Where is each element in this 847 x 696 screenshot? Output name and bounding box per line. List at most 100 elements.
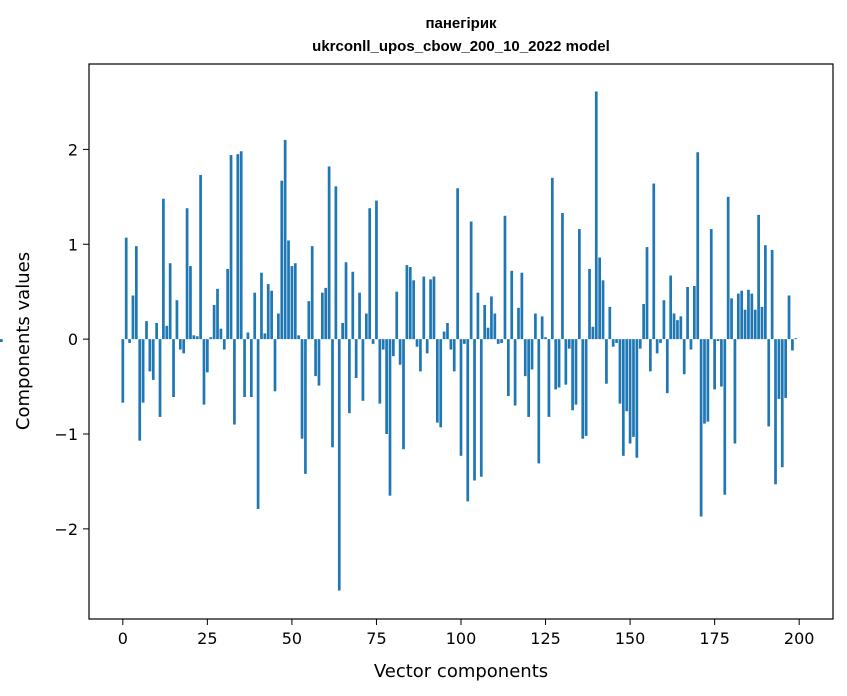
bar bbox=[649, 339, 652, 372]
bar bbox=[435, 339, 439, 423]
bar bbox=[479, 339, 483, 477]
bar bbox=[736, 293, 740, 340]
bar bbox=[175, 300, 179, 340]
bar bbox=[561, 212, 564, 340]
bar bbox=[611, 339, 615, 347]
bar bbox=[463, 339, 466, 344]
bar bbox=[794, 338, 798, 340]
bar bbox=[229, 155, 233, 340]
bar bbox=[696, 152, 700, 340]
bar bbox=[185, 208, 189, 340]
bar bbox=[320, 292, 324, 340]
bar bbox=[459, 339, 463, 456]
bar bbox=[564, 339, 568, 385]
bar bbox=[767, 339, 771, 427]
bar bbox=[155, 323, 158, 340]
bar bbox=[165, 325, 169, 340]
bar bbox=[642, 304, 645, 340]
bar bbox=[645, 247, 649, 340]
bar bbox=[134, 246, 138, 340]
x-axis-ticks: 0 25 50 75 100 125 150 175 200 bbox=[118, 619, 814, 648]
bar bbox=[703, 339, 706, 424]
chart-subtitle: ukrconll_upos_cbow_200_10_2022 model bbox=[312, 38, 610, 55]
bar bbox=[709, 229, 713, 340]
bar bbox=[256, 339, 260, 509]
bar bbox=[584, 339, 588, 436]
bar bbox=[520, 272, 524, 340]
y-tick-label: 0 bbox=[68, 330, 78, 349]
bar bbox=[659, 339, 662, 343]
bar bbox=[689, 339, 693, 350]
bar bbox=[476, 292, 480, 340]
bar bbox=[679, 316, 683, 340]
bar bbox=[266, 284, 270, 340]
bar bbox=[449, 339, 453, 350]
bar bbox=[770, 249, 774, 340]
bar bbox=[145, 321, 148, 340]
bar bbox=[392, 339, 395, 357]
bar bbox=[314, 339, 317, 377]
bar bbox=[297, 335, 301, 340]
bar bbox=[395, 291, 399, 340]
bar bbox=[594, 91, 598, 340]
bar bbox=[713, 339, 716, 390]
bar bbox=[415, 339, 419, 347]
bar bbox=[764, 245, 767, 340]
bar bbox=[158, 339, 162, 417]
bar bbox=[750, 293, 754, 340]
bar bbox=[402, 339, 405, 450]
bar bbox=[368, 208, 372, 340]
bar bbox=[128, 339, 131, 343]
bar bbox=[442, 331, 446, 340]
bar bbox=[195, 336, 199, 340]
bar bbox=[747, 289, 750, 340]
bar bbox=[371, 339, 375, 344]
bar bbox=[419, 339, 422, 372]
bar bbox=[787, 295, 791, 340]
bar bbox=[182, 339, 186, 354]
y-tick-label: 1 bbox=[68, 235, 78, 254]
bar bbox=[638, 339, 642, 349]
bar bbox=[456, 188, 459, 340]
bar bbox=[446, 323, 449, 340]
bar bbox=[263, 333, 267, 340]
bar bbox=[503, 215, 507, 340]
bar bbox=[138, 339, 142, 441]
bar bbox=[317, 339, 321, 386]
bar bbox=[780, 339, 784, 468]
bar bbox=[364, 313, 368, 340]
bar bbox=[148, 339, 152, 372]
bar bbox=[574, 339, 578, 405]
bar bbox=[753, 309, 757, 340]
x-tick-label: 0 bbox=[118, 629, 128, 648]
bar bbox=[537, 339, 541, 464]
bar bbox=[490, 296, 493, 340]
bar bbox=[287, 240, 290, 340]
bar bbox=[131, 295, 135, 340]
x-tick-label: 75 bbox=[366, 629, 386, 648]
bar bbox=[578, 229, 581, 340]
bar bbox=[669, 275, 673, 340]
bar bbox=[571, 339, 574, 411]
bar bbox=[473, 339, 476, 481]
bar bbox=[557, 339, 561, 388]
bar bbox=[334, 186, 338, 340]
plot-frame bbox=[88, 63, 834, 620]
bar bbox=[307, 301, 311, 340]
bar bbox=[493, 313, 497, 340]
bar bbox=[716, 339, 720, 342]
bar bbox=[598, 257, 602, 340]
bar bbox=[544, 337, 547, 340]
x-tick-label: 50 bbox=[282, 629, 302, 648]
bar bbox=[337, 339, 341, 591]
bar bbox=[483, 304, 487, 340]
bar bbox=[348, 339, 351, 414]
bar bbox=[652, 183, 656, 340]
x-tick-label: 25 bbox=[197, 629, 217, 648]
bar bbox=[219, 328, 223, 340]
bar bbox=[249, 339, 253, 397]
bar bbox=[625, 339, 629, 412]
bar bbox=[151, 339, 155, 380]
bar bbox=[162, 198, 165, 340]
